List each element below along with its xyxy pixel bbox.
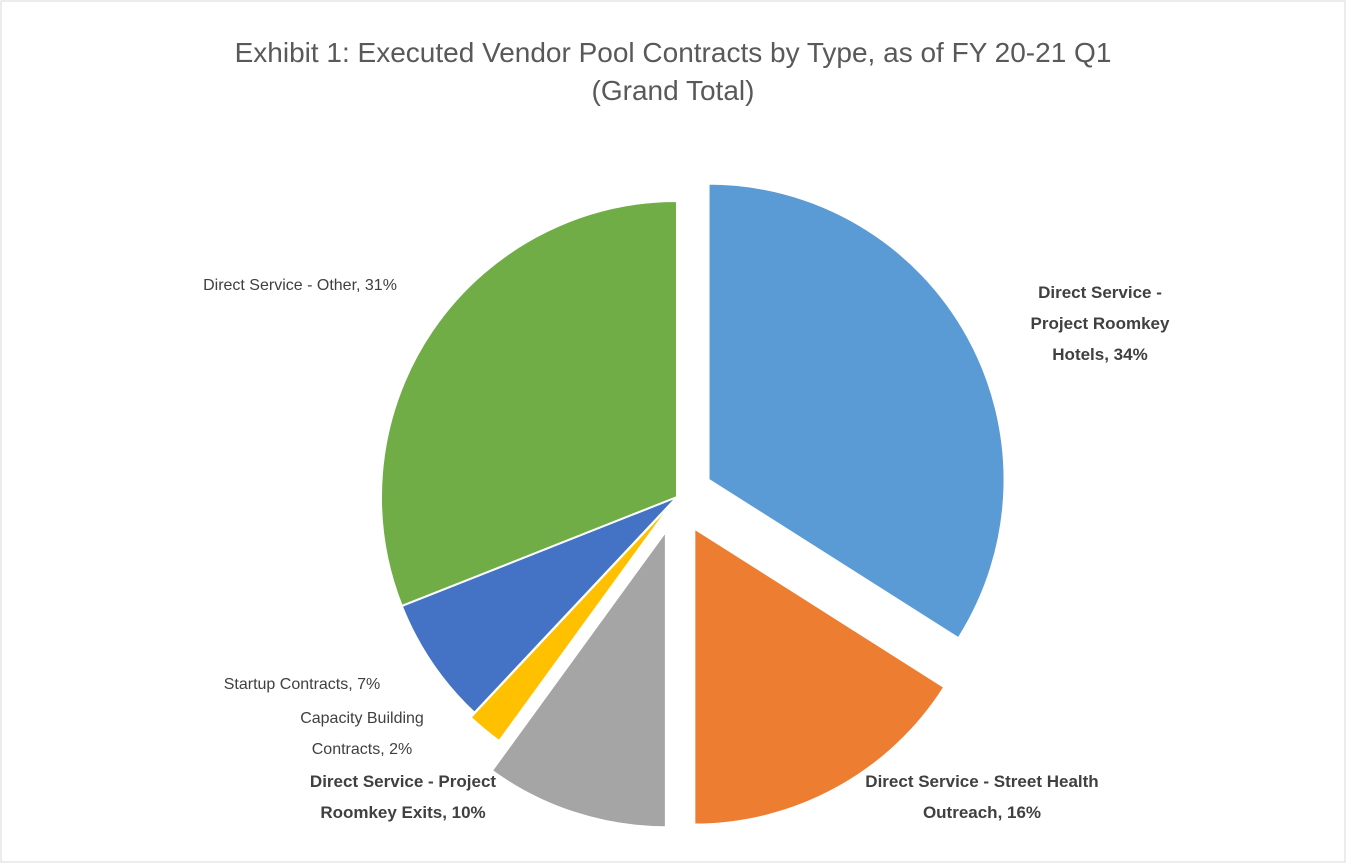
pie-slice (469, 500, 674, 743)
pie-slice (490, 528, 667, 829)
chart-title: Exhibit 1: Executed Vendor Pool Contract… (235, 37, 1112, 106)
pie-slice (400, 496, 678, 715)
data-label: Direct Service -Project Roomkey Hotels, 3… (1031, 283, 1170, 364)
pie-slice (693, 526, 946, 826)
data-label: Direct Service - Other, 31% (203, 277, 397, 294)
data-label: Direct Service - Street Health Outreach, … (865, 772, 1098, 822)
pie-slice (707, 182, 1006, 640)
data-label: Direct Service - Project Roomkey Exits, 1… (310, 772, 496, 822)
data-label: Capacity Building Contracts, 2% (300, 710, 424, 758)
data-label: Startup Contracts, 7% (224, 676, 381, 693)
pie-slice (380, 199, 678, 608)
